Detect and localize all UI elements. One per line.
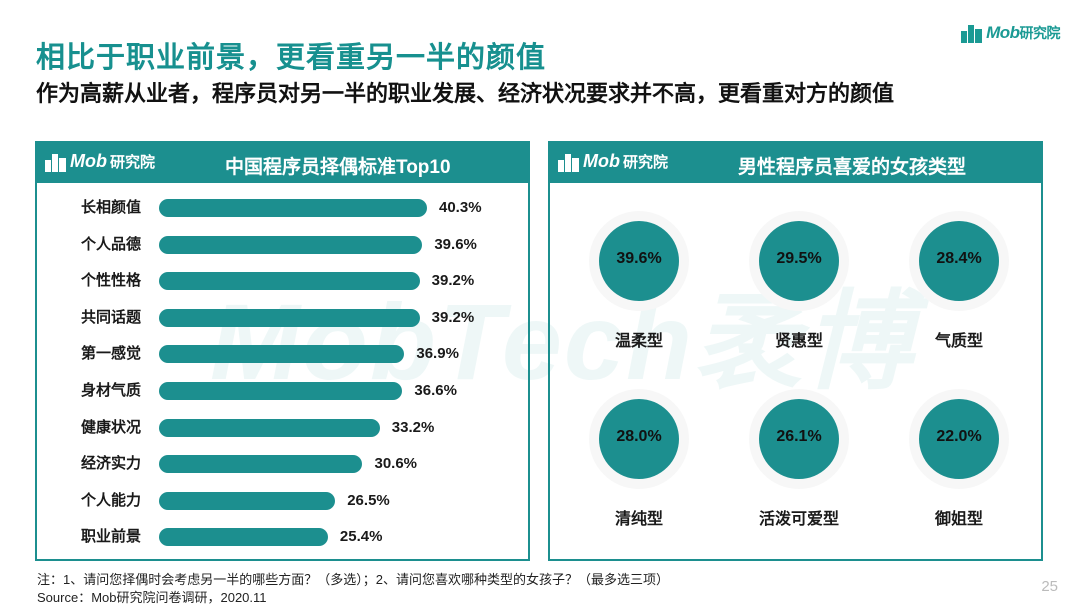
bar-value-label: 25.4% — [339, 528, 383, 546]
bar-row: 健康状况 33.2% — [37, 417, 528, 439]
page-title: 相比于职业前景，更看重另一半的颜值 — [36, 42, 547, 74]
bar — [159, 455, 363, 474]
type-label: 温柔型 — [614, 333, 663, 350]
brand-logo: Mob研究院 — [961, 20, 1060, 46]
type-label: 气质型 — [934, 333, 983, 350]
bar-value-label: 36.9% — [416, 345, 459, 363]
bar — [159, 382, 403, 400]
panel-logo: Mob 研究院 — [558, 151, 668, 172]
bar-value-label: 33.2% — [391, 418, 435, 436]
type-label: 清纯型 — [614, 511, 663, 528]
value-disc: 22.0% — [919, 399, 999, 479]
girl-types-panel: Mob 研究院 男性程序员喜爱的女孩类型 39.6% 温柔型 29.5% 贤惠型 … — [548, 141, 1043, 561]
type-value: 28.0% — [616, 428, 662, 445]
bar-row: 长相颜值 40.3% — [37, 197, 528, 219]
bar-value-label: 39.2% — [431, 308, 475, 326]
bar-category-label: 个人能力 — [81, 491, 142, 509]
bar-category-label: 职业前景 — [81, 528, 142, 546]
bar-value-label: 40.3% — [439, 199, 482, 216]
value-disc: 29.5% — [759, 221, 839, 301]
bar-row: 个人品德 39.6% — [37, 234, 528, 256]
bar — [159, 345, 405, 364]
logo-mark-icon — [45, 152, 67, 172]
brand-name: Mob研究院 — [986, 23, 1060, 42]
bar — [159, 272, 420, 291]
bar-row: 共同话题 39.2% — [37, 307, 528, 329]
selection-criteria-panel: Mob 研究院 中国程序员择偶标准Top10 长相颜值 40.3% 个人品德 39.6%… — [35, 141, 530, 561]
panel-header: Mob 研究院 中国程序员择偶标准Top10 — [37, 143, 528, 183]
bar-row: 第一感觉 36.9% — [37, 343, 528, 365]
type-label: 活泼可爱型 — [758, 511, 839, 528]
bar — [159, 199, 427, 217]
type-value: 39.6% — [616, 250, 662, 267]
bar-category-label: 身材气质 — [81, 382, 142, 399]
type-label: 贤惠型 — [774, 333, 823, 350]
bar-row: 个性性格 39.2% — [37, 270, 528, 292]
bar-category-label: 个性性格 — [81, 272, 142, 290]
bar-value-label: 39.6% — [434, 235, 477, 253]
bar-category-label: 共同话题 — [81, 308, 142, 326]
logo-mark-icon — [961, 23, 983, 43]
bar-row: 身材气质 36.6% — [37, 380, 528, 402]
type-value: 28.4% — [936, 250, 982, 267]
bar-category-label: 第一感觉 — [81, 345, 142, 363]
panel-title: 中国程序员择偶标准Top10 — [225, 157, 451, 178]
bar-value-label: 36.6% — [414, 382, 457, 399]
bar-category-label: 经济实力 — [81, 455, 142, 473]
bar-row: 个人能力 26.5% — [37, 490, 528, 512]
source-note: Source：Mob研究院问卷调研，2020.11 — [37, 590, 267, 605]
bar — [159, 491, 336, 510]
bar — [159, 528, 328, 547]
value-disc: 39.6% — [599, 221, 679, 301]
panel-title: 男性程序员喜爱的女孩类型 — [738, 157, 967, 178]
panel-logo: Mob 研究院 — [45, 151, 155, 172]
bar-category-label: 长相颜值 — [81, 199, 142, 216]
type-value: 26.1% — [776, 428, 822, 445]
bar — [159, 308, 420, 327]
bar-row: 经济实力 30.6% — [37, 453, 528, 475]
type-label: 御姐型 — [934, 511, 983, 528]
bar-row: 职业前景 25.4% — [37, 526, 528, 548]
bar-category-label: 健康状况 — [81, 418, 142, 436]
value-disc: 26.1% — [759, 399, 839, 479]
bar-category-label: 个人品德 — [81, 235, 142, 253]
page-number: 25 — [1041, 578, 1058, 595]
footnote: 注：1、请问您择偶时会考虑另一半的哪些方面？（多选）；2、请问您喜欢哪种类型的女… — [37, 572, 669, 587]
panel-header: Mob 研究院 男性程序员喜爱的女孩类型 — [550, 143, 1041, 183]
bar — [159, 235, 423, 254]
value-disc: 28.0% — [599, 399, 679, 479]
bar-value-label: 26.5% — [347, 491, 390, 509]
page-subtitle: 作为高薪从业者，程序员对另一半的职业发展、经济状况要求并不高，更看重对方的颜值 — [36, 81, 895, 106]
bar — [159, 418, 380, 437]
type-value: 29.5% — [776, 250, 822, 267]
value-disc: 28.4% — [919, 221, 999, 301]
logo-mark-icon — [558, 152, 580, 172]
bar-value-label: 30.6% — [374, 455, 418, 473]
bar-value-label: 39.2% — [431, 272, 475, 290]
type-value: 22.0% — [936, 428, 982, 445]
